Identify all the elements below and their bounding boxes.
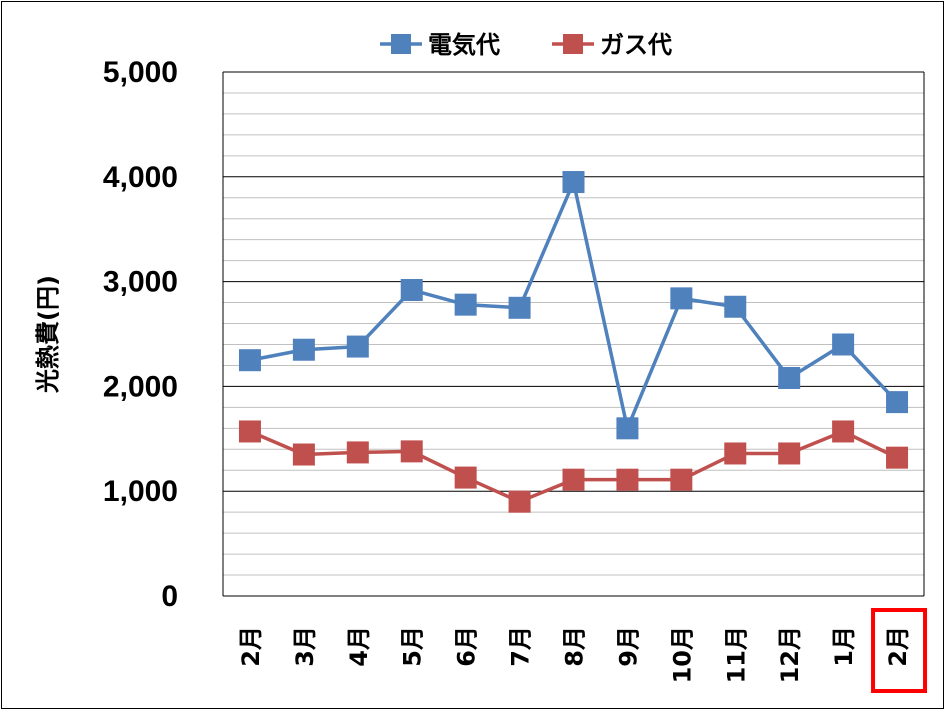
x-tick-label: 11月 bbox=[722, 626, 750, 683]
data-point bbox=[400, 440, 423, 463]
y-tick-label: 4,000 bbox=[103, 161, 178, 194]
y-tick-label: 3,000 bbox=[103, 266, 178, 299]
data-point bbox=[670, 287, 693, 310]
data-series bbox=[238, 171, 909, 513]
data-point bbox=[292, 443, 315, 466]
data-point bbox=[832, 333, 855, 356]
data-point bbox=[346, 335, 369, 358]
legend-marker bbox=[563, 34, 583, 54]
data-point bbox=[454, 466, 477, 489]
data-point bbox=[724, 295, 747, 318]
data-point bbox=[832, 420, 855, 443]
y-tick-label: 1,000 bbox=[103, 475, 178, 508]
legend-label: ガス代 bbox=[600, 31, 672, 59]
data-point bbox=[508, 296, 531, 319]
data-point bbox=[346, 441, 369, 464]
data-point bbox=[886, 446, 909, 469]
x-tick-label: 1月 bbox=[830, 626, 858, 667]
x-tick-label: 3月 bbox=[291, 626, 319, 667]
x-tick-label: 6月 bbox=[453, 626, 481, 667]
legend-marker bbox=[391, 34, 411, 54]
x-tick-label: 2月 bbox=[884, 626, 912, 667]
x-axis-ticks: 2月 3月 4月 5月 6月 7月 8月 9月 10月 11月 12月 1月 2月 bbox=[237, 608, 928, 693]
x-tick-label: 10月 bbox=[668, 626, 696, 683]
data-point bbox=[670, 468, 693, 491]
x-tick-label: 9月 bbox=[614, 626, 642, 667]
data-point bbox=[616, 417, 639, 440]
data-point bbox=[508, 490, 531, 513]
data-point bbox=[400, 278, 423, 301]
data-point bbox=[886, 391, 909, 414]
x-tick-label: 8月 bbox=[561, 626, 589, 667]
x-tick-label: 4月 bbox=[345, 626, 373, 667]
data-point bbox=[616, 468, 639, 491]
data-point bbox=[562, 468, 585, 491]
x-tick-label: 2月 bbox=[237, 626, 265, 667]
y-tick-label: 0 bbox=[161, 580, 178, 613]
data-point bbox=[724, 442, 747, 465]
gridlines bbox=[222, 71, 925, 597]
y-tick-label: 5,000 bbox=[103, 56, 178, 89]
legend-label: 電気代 bbox=[428, 31, 500, 59]
x-tick-label: 7月 bbox=[507, 626, 535, 667]
x-tick-label: 12月 bbox=[776, 626, 804, 683]
data-point bbox=[292, 338, 315, 361]
data-point bbox=[238, 349, 261, 372]
x-tick-label: 5月 bbox=[399, 626, 427, 667]
y-axis-label: 光熱費(円) bbox=[34, 275, 62, 394]
data-point bbox=[454, 293, 477, 316]
legend: 電気代 ガス代 bbox=[380, 31, 672, 59]
data-point bbox=[562, 171, 585, 194]
data-point bbox=[778, 367, 801, 390]
data-point bbox=[238, 420, 261, 443]
highlight-box bbox=[871, 608, 928, 693]
y-axis-ticks: 0 1,000 2,000 3,000 4,000 5,000 bbox=[103, 56, 178, 613]
y-tick-label: 2,000 bbox=[103, 370, 178, 403]
data-point bbox=[778, 442, 801, 465]
